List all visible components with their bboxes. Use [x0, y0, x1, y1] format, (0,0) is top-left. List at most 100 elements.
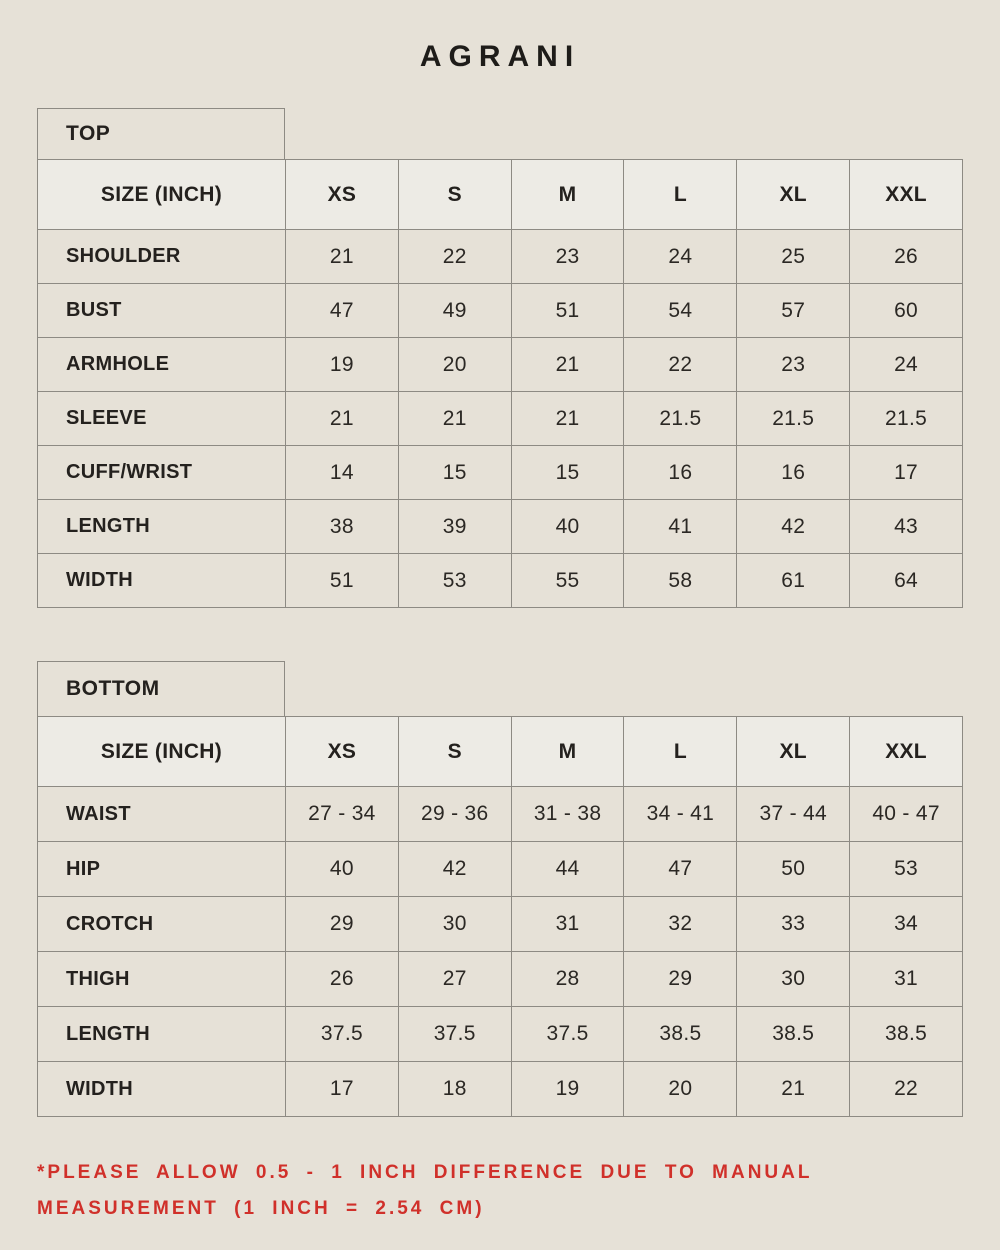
measurement-value: 22	[397, 229, 512, 284]
size-header-cell: M	[510, 716, 625, 787]
measurement-value: 51	[510, 283, 625, 338]
measurement-value: 37.5	[285, 1006, 399, 1062]
top-size-table: SIZE (INCH) XS S M L XL XXL SHOULDER 21 22 23 24 25…	[37, 159, 963, 608]
measurement-value: 21	[285, 229, 399, 284]
size-header-cell: L	[623, 159, 738, 230]
size-header-cell: XXL	[849, 159, 963, 230]
measurement-value: 21.5	[849, 391, 963, 446]
measurement-value: 44	[510, 841, 625, 897]
measurement-row: WIDTH 51 53 55 58 61 64	[37, 553, 963, 608]
measurement-value: 23	[510, 229, 625, 284]
measurement-value: 34 - 41	[623, 786, 738, 842]
measurement-label: LENGTH	[37, 499, 286, 554]
measurement-value: 22	[849, 1061, 963, 1117]
measurement-value: 38	[285, 499, 399, 554]
measurement-value: 16	[623, 445, 738, 500]
measurement-row: LENGTH 37.5 37.5 37.5 38.5 38.5 38.5	[37, 1006, 963, 1062]
measurement-value: 55	[510, 553, 625, 608]
size-header-cell: XL	[736, 716, 851, 787]
measurement-value: 38.5	[736, 1006, 851, 1062]
measurement-row: HIP 40 42 44 47 50 53	[37, 841, 963, 897]
measurement-value: 38.5	[623, 1006, 738, 1062]
measurement-value: 49	[397, 283, 512, 338]
measurement-value: 47	[623, 841, 738, 897]
measurement-value: 53	[397, 553, 512, 608]
size-header-cell: S	[397, 159, 512, 230]
measurement-value: 17	[285, 1061, 399, 1117]
measurement-value: 29	[623, 951, 738, 1007]
bottom-size-table: SIZE (INCH) XS S M L XL XXL WAIST 27 - 34 29 - 3…	[37, 716, 963, 1117]
size-header-cell: XL	[736, 159, 851, 230]
measurement-row: SLEEVE 21 21 21 21.5 21.5 21.5	[37, 391, 963, 446]
measurement-value: 39	[397, 499, 512, 554]
measurement-label: SLEEVE	[37, 391, 286, 446]
size-header-cell: S	[397, 716, 512, 787]
measurement-value: 18	[397, 1061, 512, 1117]
measurement-value: 21	[510, 337, 625, 392]
measurement-value: 47	[285, 283, 399, 338]
measurement-label: BUST	[37, 283, 286, 338]
measurement-value: 54	[623, 283, 738, 338]
measurement-row: THIGH 26 27 28 29 30 31	[37, 951, 963, 1007]
measurement-value: 21.5	[623, 391, 738, 446]
top-section-label: TOP	[37, 108, 285, 160]
top-section-label-text: TOP	[66, 122, 111, 145]
measurement-value: 50	[736, 841, 851, 897]
measurement-value: 25	[736, 229, 851, 284]
measurement-label: LENGTH	[37, 1006, 286, 1062]
measurement-value: 43	[849, 499, 963, 554]
measurement-value: 31 - 38	[510, 786, 625, 842]
measurement-note: *PLEASE ALLOW 0.5 - 1 INCH DIFFERENCE DU…	[37, 1162, 813, 1220]
measurement-value: 40 - 47	[849, 786, 963, 842]
size-unit-header-cell: SIZE (INCH)	[37, 716, 286, 787]
page-title: AGRANI	[419, 40, 581, 73]
measurement-value: 37.5	[510, 1006, 625, 1062]
measurement-value: 51	[285, 553, 399, 608]
measurement-value: 37 - 44	[736, 786, 851, 842]
measurement-value: 30	[736, 951, 851, 1007]
measurement-value: 31	[510, 896, 625, 952]
measurement-value: 28	[510, 951, 625, 1007]
bottom-section-label-text: BOTTOM	[66, 677, 160, 700]
measurement-value: 24	[849, 337, 963, 392]
measurement-row: CUFF/WRIST 14 15 15 16 16 17	[37, 445, 963, 500]
measurement-value: 40	[285, 841, 399, 897]
measurement-value: 53	[849, 841, 963, 897]
measurement-value: 21	[736, 1061, 851, 1117]
measurement-value: 20	[397, 337, 512, 392]
size-header-cell: XS	[285, 159, 399, 230]
measurement-value: 29	[285, 896, 399, 952]
measurement-value: 42	[736, 499, 851, 554]
measurement-value: 31	[849, 951, 963, 1007]
measurement-label: WIDTH	[37, 553, 286, 608]
measurement-value: 41	[623, 499, 738, 554]
measurement-value: 24	[623, 229, 738, 284]
measurement-value: 57	[736, 283, 851, 338]
measurement-row: SHOULDER 21 22 23 24 25 26	[37, 229, 963, 284]
measurement-value: 22	[623, 337, 738, 392]
measurement-row: WIDTH 17 18 19 20 21 22	[37, 1061, 963, 1117]
measurement-value: 21	[285, 391, 399, 446]
measurement-value: 27	[397, 951, 512, 1007]
measurement-value: 40	[510, 499, 625, 554]
measurement-row: LENGTH 38 39 40 41 42 43	[37, 499, 963, 554]
size-header-cell: M	[510, 159, 625, 230]
measurement-value: 23	[736, 337, 851, 392]
measurement-row: BUST 47 49 51 54 57 60	[37, 283, 963, 338]
measurement-value: 21	[510, 391, 625, 446]
measurement-label: WIDTH	[37, 1061, 286, 1117]
measurement-value: 64	[849, 553, 963, 608]
measurement-value: 27 - 34	[285, 786, 399, 842]
measurement-value: 16	[736, 445, 851, 500]
measurement-row: WAIST 27 - 34 29 - 36 31 - 38 34 - 41 37 - 44…	[37, 786, 963, 842]
measurement-value: 14	[285, 445, 399, 500]
measurement-row: ARMHOLE 19 20 21 22 23 24	[37, 337, 963, 392]
measurement-value: 42	[397, 841, 512, 897]
measurement-value: 29 - 36	[397, 786, 512, 842]
measurement-value: 58	[623, 553, 738, 608]
size-header-cell: XS	[285, 716, 399, 787]
measurement-row: CROTCH 29 30 31 32 33 34	[37, 896, 963, 952]
measurement-label: CUFF/WRIST	[37, 445, 286, 500]
measurement-value: 15	[510, 445, 625, 500]
